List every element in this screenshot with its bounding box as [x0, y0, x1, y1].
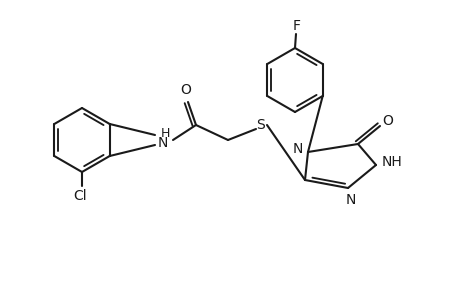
Text: N: N [345, 193, 355, 207]
Text: Cl: Cl [73, 189, 87, 203]
Text: NH: NH [381, 155, 402, 169]
Text: N: N [292, 142, 302, 156]
Text: O: O [180, 83, 191, 97]
Text: S: S [256, 118, 265, 132]
Text: N: N [157, 136, 168, 150]
Text: H: H [160, 127, 169, 140]
Text: F: F [292, 19, 300, 33]
Text: O: O [382, 114, 392, 128]
